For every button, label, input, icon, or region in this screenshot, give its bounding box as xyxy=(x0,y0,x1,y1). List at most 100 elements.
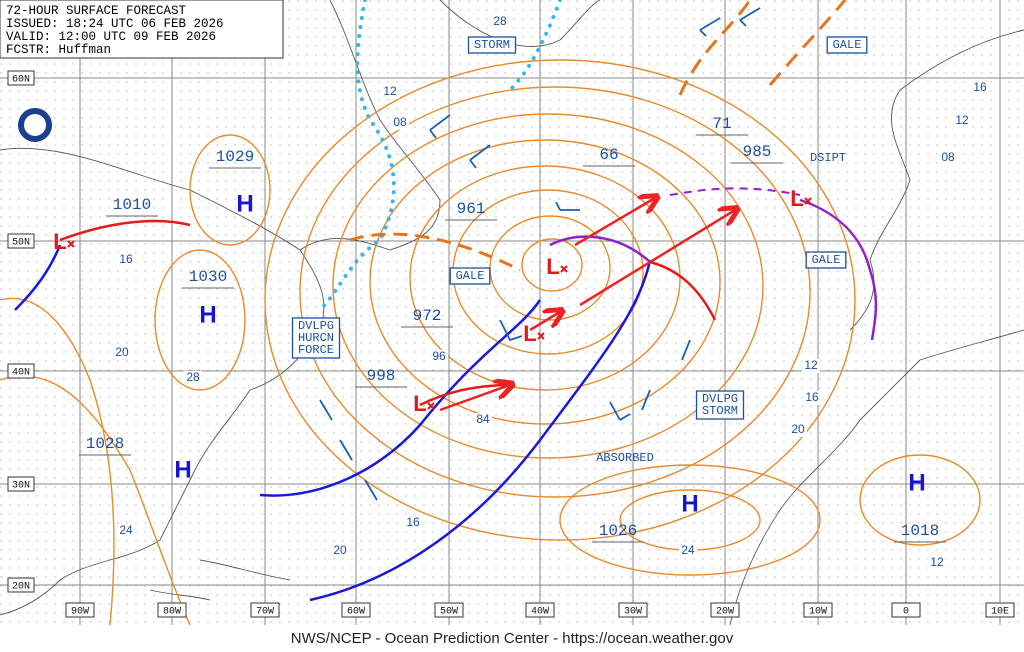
isobar-label: 16 xyxy=(973,80,987,94)
central-pressure: 71 xyxy=(712,115,731,133)
isobar-label-bg xyxy=(679,544,697,558)
isobar-label: 96 xyxy=(432,349,446,363)
isobar-label-bg xyxy=(430,350,448,364)
isobar-label: 12 xyxy=(930,555,944,569)
header-title: 72-HOUR SURFACE FORECAST xyxy=(6,4,187,18)
isobar-label-bg xyxy=(803,391,821,405)
central-pressure: 1010 xyxy=(113,196,151,214)
isobar-label-bg xyxy=(928,556,946,570)
latitude-label-box xyxy=(7,233,35,249)
ice-edge xyxy=(318,0,396,312)
longitude-label-box xyxy=(65,602,95,618)
isobar-label: 20 xyxy=(791,422,805,436)
longitude-label-box xyxy=(434,602,464,618)
central-pressure: 1028 xyxy=(86,435,124,453)
high-symbol: H xyxy=(236,190,253,217)
isobar-label-bg xyxy=(331,544,349,558)
longitude-label-box xyxy=(618,602,648,618)
isobar-label: 08 xyxy=(941,150,955,164)
longitude-label-box xyxy=(803,602,833,618)
annotation: DSIPT xyxy=(810,151,846,165)
isobar-label: 24 xyxy=(681,543,695,557)
longitude-label-box xyxy=(710,602,740,618)
low-center xyxy=(537,332,545,340)
longitude-label-box xyxy=(891,602,921,618)
header-forecaster: FCSTR: Huffman xyxy=(6,43,111,57)
isobar-label: 24 xyxy=(119,523,133,537)
latitude-label: 30N xyxy=(12,481,30,492)
isobar-label: 84 xyxy=(476,412,490,426)
latitude-label-box xyxy=(7,476,35,492)
isobar-label: 08 xyxy=(393,115,407,129)
isobar-label-bg xyxy=(117,524,135,538)
central-pressure: 1030 xyxy=(189,268,227,286)
isobar-label: 20 xyxy=(115,345,129,359)
low-symbol: L xyxy=(546,254,559,279)
isobar-label: 16 xyxy=(406,515,420,529)
trough xyxy=(678,0,847,96)
annotation: ABSORBED xyxy=(596,451,654,465)
noaa-logo xyxy=(16,106,54,144)
warning-label: DVLPG xyxy=(702,392,738,406)
longitude-label-box xyxy=(341,602,371,618)
isobar-label: 12 xyxy=(804,358,818,372)
warning-label: GALE xyxy=(812,253,841,267)
low-center xyxy=(804,197,812,205)
high-symbol: H xyxy=(908,469,925,496)
isobar-label-bg xyxy=(802,359,820,373)
warning-box xyxy=(291,317,341,359)
warning-box xyxy=(695,390,745,420)
cold-front xyxy=(259,259,652,602)
latitude-label: 20N xyxy=(12,582,30,593)
isobar-label-bg xyxy=(381,85,399,99)
warning-label: HURCN xyxy=(298,331,334,345)
high-symbol: H xyxy=(174,456,191,483)
isobar-label-bg xyxy=(939,151,957,165)
graticule xyxy=(0,0,1024,625)
low-symbol: L xyxy=(790,186,803,211)
high-symbol: H xyxy=(681,490,698,517)
central-pressure: 1029 xyxy=(216,148,254,166)
latitude-label-box xyxy=(7,70,35,86)
isobar-label-bg xyxy=(971,81,989,95)
isobar-label: 28 xyxy=(186,370,200,384)
latitude-label-box xyxy=(7,363,35,379)
longitude-label: 0 xyxy=(903,607,909,618)
isobar-label-bg xyxy=(404,516,422,530)
isobar-label-bg xyxy=(789,423,807,437)
longitude-label: 30W xyxy=(624,607,642,618)
isobar-label: 20 xyxy=(333,543,347,557)
central-pressure: 961 xyxy=(457,200,486,218)
isobar-label-bg xyxy=(474,413,492,427)
low-symbol: L xyxy=(413,391,426,416)
warning-box xyxy=(826,36,868,54)
isobar-label-bg xyxy=(953,114,971,128)
low-center xyxy=(67,240,75,248)
central-pressure: 972 xyxy=(413,307,442,325)
central-pressure: 1018 xyxy=(901,522,939,540)
central-pressure: 1026 xyxy=(599,522,637,540)
cold-front xyxy=(14,244,62,311)
longitude-label: 90W xyxy=(71,607,89,618)
isobar-label-bg xyxy=(184,371,202,385)
low-center xyxy=(427,402,435,410)
longitude-label: 20W xyxy=(716,607,734,618)
longitude-label-box xyxy=(157,602,187,618)
central-pressure: 998 xyxy=(367,367,396,385)
high-symbol: H xyxy=(199,301,216,328)
warning-box xyxy=(467,36,517,54)
latitude-label-box xyxy=(7,577,35,593)
low-center xyxy=(560,265,568,273)
low-symbol: L xyxy=(523,321,536,346)
longitude-label: 10E xyxy=(991,607,1009,618)
isobar-label-bg xyxy=(113,346,131,360)
isobar-label: 16 xyxy=(805,390,819,404)
isobar-label-bg xyxy=(391,116,409,130)
isobar-label: 28 xyxy=(493,14,507,28)
longitude-label-box xyxy=(985,602,1015,618)
isobar-label: 12 xyxy=(955,113,969,127)
wind-barbs xyxy=(319,7,761,501)
occluded-front xyxy=(549,198,878,341)
warning-box xyxy=(449,267,491,285)
